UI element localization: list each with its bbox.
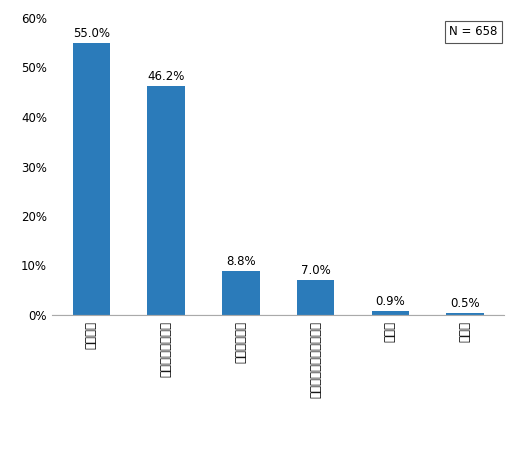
Bar	[447, 312, 484, 315]
Bar	[147, 86, 185, 315]
Bar	[222, 271, 259, 315]
Bar	[73, 43, 110, 315]
Bar	[297, 280, 334, 315]
Text: 0.5%: 0.5%	[450, 297, 480, 310]
Text: 55.0%: 55.0%	[73, 27, 110, 40]
Text: 7.0%: 7.0%	[301, 265, 331, 277]
Text: 0.9%: 0.9%	[375, 295, 405, 307]
Text: 8.8%: 8.8%	[226, 256, 256, 269]
Bar	[372, 310, 409, 315]
Text: N = 658: N = 658	[449, 25, 498, 38]
Text: 46.2%: 46.2%	[147, 70, 185, 83]
